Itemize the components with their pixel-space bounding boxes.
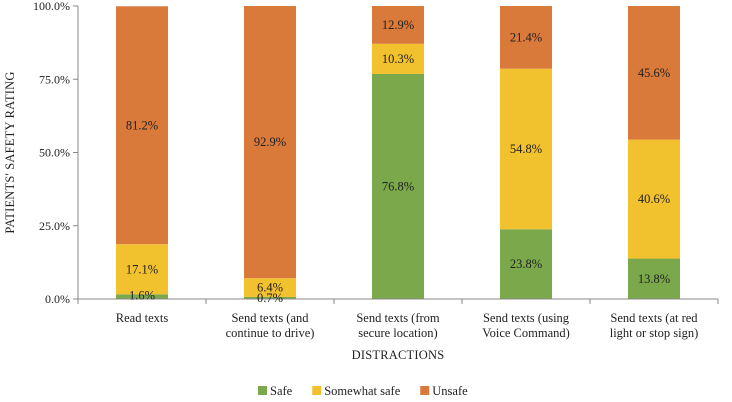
legend-label: Somewhat safe: [324, 384, 400, 398]
data-label: 92.9%: [254, 135, 286, 149]
data-label: 13.8%: [638, 272, 670, 286]
axes: [77, 6, 719, 304]
bar-somewhat-safe: [116, 244, 168, 295]
data-label: 12.9%: [382, 18, 414, 32]
bar-unsafe: [628, 6, 680, 140]
legend-label: Unsafe: [432, 384, 468, 398]
legend-swatch: [258, 386, 267, 395]
bars: [116, 6, 680, 299]
data-label: 81.2%: [126, 118, 158, 132]
bar-safe: [628, 258, 680, 299]
bar-unsafe: [116, 6, 168, 245]
legend: Safe Somewhat safe Unsafe: [258, 384, 468, 398]
data-label: 0.7%: [257, 291, 283, 305]
y-tick-label: 50.0%: [39, 146, 70, 160]
bar-safe: [500, 229, 552, 299]
y-axis-ticks: 0.0% 25.0% 50.0% 75.0% 100.0%: [33, 0, 78, 306]
data-labels: 1.6% 17.1% 81.2% 0.7%6.4% 92.9% 76.8% 10.3% 12.…: [126, 18, 670, 305]
data-label: 10.3%: [382, 52, 414, 66]
y-tick-label: 75.0%: [39, 72, 70, 86]
x-category-label: Send texts (using Voice Command): [482, 311, 570, 340]
bar-safe: [244, 296, 296, 299]
data-label: 17.1%: [126, 262, 158, 276]
bar-unsafe: [372, 6, 424, 44]
legend-swatch: [420, 386, 430, 395]
legend-item-safe: Safe: [258, 384, 293, 398]
legend-item-unsafe: Unsafe: [420, 384, 468, 398]
data-label: 1.6%: [129, 288, 155, 302]
x-category-label: Send texts (from secure location): [356, 311, 440, 340]
data-label: 6.4%: [257, 281, 283, 295]
data-label: 21.4%: [510, 30, 542, 44]
bar-unsafe: [500, 6, 552, 69]
data-label: 54.8%: [510, 142, 542, 156]
x-category-label: Send texts (at red light or stop sign): [610, 311, 699, 340]
x-category-label: Send texts (and continue to drive): [226, 311, 315, 340]
data-label: 76.8%: [382, 179, 414, 193]
bar-safe: [372, 73, 424, 299]
y-axis-title: PATIENTS' SAFETY RATING: [3, 71, 17, 233]
bar-somewhat-safe: [372, 43, 424, 74]
x-category-label: Read texts: [116, 311, 169, 325]
bar-somewhat-safe: [500, 68, 552, 230]
y-tick-label: 100.0%: [33, 0, 70, 13]
legend-swatch: [312, 386, 322, 395]
bar-safe: [116, 294, 168, 299]
legend-label: Safe: [270, 384, 293, 398]
bar-somewhat-safe: [628, 139, 680, 259]
data-label: 23.8%: [510, 257, 542, 271]
bar-unsafe: [244, 6, 296, 279]
legend-item-somewhat-safe: Somewhat safe: [312, 384, 401, 398]
y-tick-label: 25.0%: [39, 219, 70, 233]
data-label: 40.6%: [638, 192, 670, 206]
bar-somewhat-safe: [244, 278, 296, 297]
x-axis-title: DISTRACTIONS: [352, 348, 445, 362]
data-label: 45.6%: [638, 66, 670, 80]
y-tick-label: 0.0%: [45, 292, 70, 306]
x-axis-category-labels: Read texts Send texts (and continue to dri…: [116, 311, 699, 340]
